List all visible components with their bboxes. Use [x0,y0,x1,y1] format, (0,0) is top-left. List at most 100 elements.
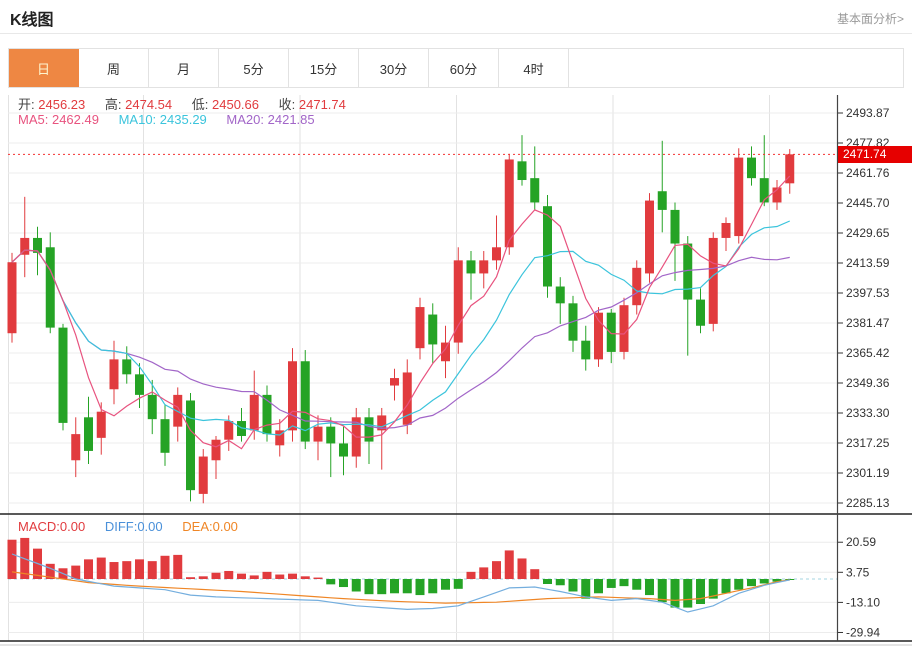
timeframe-tabbar: 日周月 5分 15分 30分 60分 4时 [8,48,904,88]
candle-body [645,200,654,274]
candle-body [135,374,144,395]
diff-line [11,553,790,613]
price-axis-label: 2397.53 [846,286,890,300]
candle-body [96,411,106,438]
macd-bar [555,579,565,586]
macd-bar [96,557,106,579]
candle-body [772,187,782,203]
macd-axis-label: 20.59 [846,535,876,549]
ma5-value: MA5: 2462.49 [18,112,99,127]
macd-bar [300,576,310,579]
macd-bar [708,579,718,599]
candle-body [683,243,693,300]
candle-body [785,154,795,184]
candle-body [20,237,30,255]
macd-value: MACD:0.00 [18,519,86,534]
macd-bar [249,575,259,579]
macd-bar [135,559,144,579]
macd-bar [606,579,616,588]
ma5-line [11,175,791,450]
tab-4时[interactable]: 4时 [499,49,569,87]
tab-15分[interactable]: 15分 [289,49,359,87]
macd-bar [351,579,361,592]
macd-axis-label: -29.94 [846,625,880,639]
candle-body [632,267,642,306]
tab-周[interactable]: 周 [79,49,149,87]
candle-body [339,443,348,457]
open-label: 开: [18,97,35,112]
macd-bar [377,579,387,595]
candle-body [428,314,438,345]
candle-body [186,400,195,491]
high-value: 2474.54 [125,97,173,112]
ohlc-info-row: 开: 2456.23 高: 2474.54 低: 2450.66 收: 2471… [18,94,362,113]
candle-body [530,178,540,203]
price-axis-label: 2413.59 [846,256,890,270]
candle-body [504,159,514,248]
candle-body [211,439,221,461]
diff-value: DIFF:0.00 [104,519,163,534]
candle-body [555,286,565,304]
macd-bar [173,554,183,579]
macd-axis-label: 3.75 [846,565,870,579]
macd-bar [84,559,93,579]
price-axis-label: 2461.76 [846,166,890,180]
macd-bar [530,569,540,579]
dea-value: DEA:0.00 [182,519,238,534]
candle-body [364,417,374,442]
price-axis-label: 2493.87 [846,106,890,120]
fundamental-analysis-link[interactable]: 基本面分析> [836,12,904,26]
macd-bar [683,579,693,608]
page-title: K线图 [10,12,54,29]
close-label: 收: [278,97,296,112]
macd-bar [402,579,412,594]
macd-histogram [7,537,795,608]
macd-bar [581,579,591,599]
low-value: 2450.66 [212,97,259,112]
macd-bar [645,579,654,596]
candle-body [173,394,183,427]
candle-body [606,312,616,352]
macd-bar [198,576,208,579]
close-value: 2471.74 [298,97,346,112]
macd-bar [7,539,17,579]
macd-bar [632,579,642,590]
candle-body [262,394,272,435]
candle-body [734,157,744,237]
tab-5分[interactable]: 5分 [219,49,289,87]
current-price-tag: 2471.74 [838,146,912,163]
candle-body [517,161,527,181]
macd-bar [147,561,157,579]
candle-body [708,237,718,324]
price-axis-label: 2317.25 [846,436,890,450]
tab-30分[interactable]: 30分 [359,49,429,87]
candle-body [657,191,667,210]
candle-body [581,340,591,360]
tab-日[interactable]: 日 [9,49,79,87]
candle-body [84,417,93,451]
header-divider [0,33,912,34]
candle-body [237,421,246,436]
macd-bar [696,579,705,605]
tab-月[interactable]: 月 [149,49,219,87]
candle-body [45,247,55,328]
candle-body [313,426,323,442]
candle-body [122,359,132,375]
candle-body [721,222,731,238]
price-axis-label: 2333.30 [846,406,890,420]
macd-bar [339,579,348,588]
macd-bar [619,579,629,587]
candle-body [453,260,463,343]
macd-bar [237,573,246,579]
macd-bar [504,550,514,579]
candle-body [249,394,259,431]
candle-body [300,361,310,442]
macd-bar [543,579,552,585]
tab-60分[interactable]: 60分 [429,49,499,87]
macd-bar [211,572,221,579]
candle-body [147,394,157,420]
price-axis: 2493.872477.822461.762445.702429.652413.… [8,106,890,510]
macd-bar [492,561,501,579]
candle-body [696,299,705,326]
